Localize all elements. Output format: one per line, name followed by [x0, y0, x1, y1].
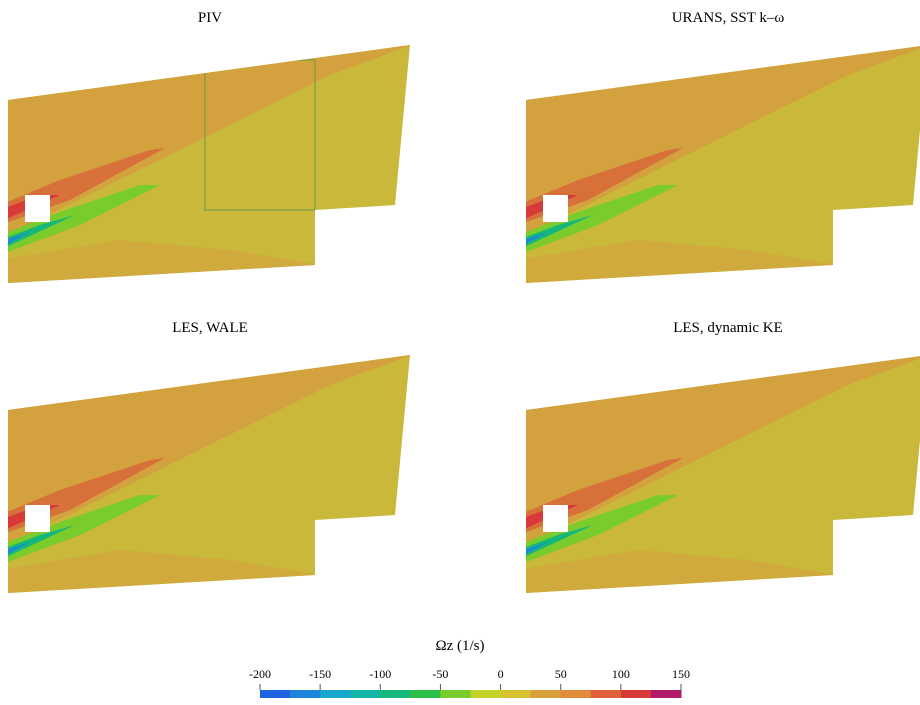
field-lower	[8, 550, 320, 593]
contour-panel	[526, 45, 920, 283]
panel-title: LES, WALE	[172, 320, 248, 336]
colorbar-band	[590, 690, 622, 698]
field-upper	[526, 45, 920, 240]
colorbar-band	[470, 690, 502, 698]
wake-green	[526, 185, 678, 255]
colorbar-band	[410, 690, 441, 698]
colorbar-band	[260, 690, 291, 698]
contour-field	[526, 45, 920, 283]
colorbar-tick-label: 50	[555, 667, 567, 681]
contour-panel	[8, 355, 410, 593]
contour-field	[8, 45, 410, 283]
wake-green-core	[526, 525, 593, 560]
panel-title: PIV	[198, 10, 222, 26]
colorbar-band	[290, 690, 321, 698]
colorbar-band	[620, 690, 652, 698]
colorbar-tick-label: 0	[498, 667, 504, 681]
contour-field	[526, 355, 920, 593]
obstacle	[543, 195, 568, 222]
obstacle	[25, 195, 50, 222]
colorbar-tick-label: 150	[672, 667, 690, 681]
colorbar-band	[650, 690, 682, 698]
colorbar-band	[560, 690, 592, 698]
panel-title: URANS, SST k–ω	[672, 10, 785, 26]
wake-blue	[526, 232, 548, 248]
wake-green	[526, 495, 678, 565]
colorbar-band	[530, 690, 562, 698]
colorbar-band	[350, 690, 381, 698]
colorbar-band	[440, 690, 471, 698]
field-upper	[526, 355, 920, 550]
wake-blue	[8, 542, 30, 558]
colorbar-tick-label: -200	[249, 667, 271, 681]
contour-panel	[526, 355, 920, 593]
field-lower	[8, 240, 320, 283]
colorbar-label: Ωz (1/s)	[435, 638, 484, 654]
wake-green	[8, 185, 160, 255]
panel-title: LES, dynamic KE	[673, 320, 783, 336]
colorbar-band	[380, 690, 411, 698]
wake-blue	[8, 232, 30, 248]
field-upper	[8, 355, 410, 550]
wake-green-core	[8, 215, 75, 250]
wake-blue	[526, 542, 548, 558]
colorbar-band	[320, 690, 351, 698]
wake-green	[8, 495, 160, 565]
field-lower	[526, 240, 838, 283]
colorbar-tick-label: -100	[369, 667, 391, 681]
obstacle	[25, 505, 50, 532]
field-upper	[8, 45, 410, 240]
colorbar-band	[500, 690, 532, 698]
contour-panel	[8, 45, 410, 283]
wake-green-core	[8, 525, 75, 560]
colorbar-tick-label: 100	[612, 667, 630, 681]
wake-green-core	[526, 215, 593, 250]
contour-field	[8, 355, 410, 593]
colorbar-tick-label: -50	[432, 667, 448, 681]
obstacle	[543, 505, 568, 532]
field-lower	[526, 550, 838, 593]
colorbar-tick-label: -150	[309, 667, 331, 681]
